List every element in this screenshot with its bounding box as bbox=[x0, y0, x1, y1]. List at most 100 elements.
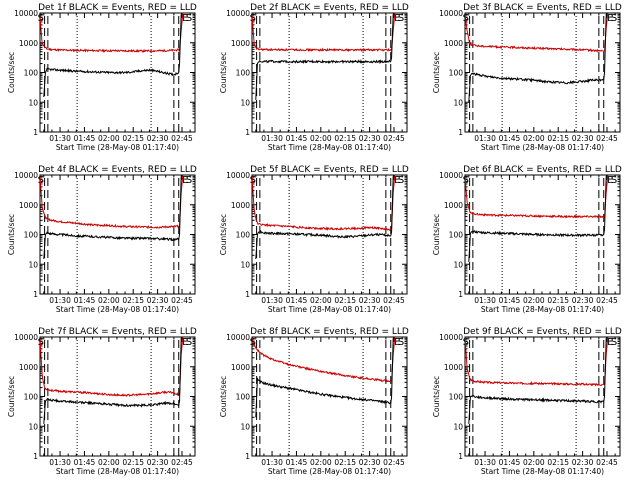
x-tick-label: 02:15 bbox=[334, 458, 356, 467]
chart-title: Det 7f BLACK = Events, RED = LLD bbox=[38, 327, 197, 337]
y-tick-label: 10 bbox=[240, 260, 250, 269]
chart-panel: 1 10 100 1000 10000 01:30 01:45 02:00 02:15 02:30… bbox=[219, 327, 409, 476]
y-tick-label: 10 bbox=[28, 260, 38, 269]
x-tick-label: 01:30 bbox=[474, 134, 496, 143]
y-axis-label: Counts/sec bbox=[219, 52, 228, 93]
x-tick-label: 02:45 bbox=[596, 134, 618, 143]
x-tick-label: 02:00 bbox=[98, 134, 120, 143]
series-line-events bbox=[468, 175, 608, 262]
y-tick-label: 1000 bbox=[231, 201, 250, 210]
series-line-lld bbox=[465, 337, 609, 387]
chart-title: Det 3f BLACK = Events, RED = LLD bbox=[463, 3, 622, 13]
annotation-flag: S bbox=[398, 13, 404, 24]
y-tick-label: 10 bbox=[28, 98, 38, 107]
series-line-events bbox=[255, 13, 395, 100]
y-tick-label: 1 bbox=[458, 290, 463, 299]
plot-frame bbox=[251, 12, 408, 133]
plot-frame bbox=[39, 336, 196, 457]
x-tick-label: 01:30 bbox=[49, 458, 71, 467]
annotation-flag: S bbox=[611, 13, 617, 24]
series-line-events bbox=[43, 337, 183, 424]
series-line-events bbox=[43, 175, 183, 260]
y-tick-label: 100 bbox=[24, 231, 39, 240]
y-tick-label: 1000 bbox=[444, 363, 463, 372]
x-tick-label: 02:00 bbox=[523, 134, 545, 143]
plot-frame bbox=[464, 12, 621, 133]
series-line-lld bbox=[252, 337, 396, 383]
x-tick-label: 01:45 bbox=[74, 134, 96, 143]
x-tick-label: 01:45 bbox=[499, 134, 521, 143]
annotation-flag: S bbox=[38, 175, 44, 186]
y-tick-label: 1 bbox=[458, 452, 463, 461]
chart-title: Det 2f BLACK = Events, RED = LLD bbox=[250, 3, 409, 13]
y-tick-label: 10000 bbox=[226, 333, 250, 342]
chart-title: Det 1f BLACK = Events, RED = LLD bbox=[38, 3, 197, 13]
series-line-events bbox=[255, 337, 395, 418]
x-tick-label: 01:45 bbox=[74, 296, 96, 305]
y-axis-label: Counts/sec bbox=[219, 376, 228, 417]
x-tick-label: 01:30 bbox=[261, 458, 283, 467]
x-tick-label: 02:00 bbox=[98, 458, 120, 467]
y-tick-label: 10000 bbox=[14, 333, 38, 342]
series-line-lld bbox=[40, 175, 184, 230]
y-tick-label: 10000 bbox=[439, 171, 463, 180]
x-axis-label: Start Time (28-May-08 01:17:40) bbox=[481, 305, 604, 314]
annotation-flag: E bbox=[394, 13, 400, 24]
x-tick-label: 02:30 bbox=[147, 458, 169, 467]
annotation-flag: S bbox=[186, 13, 192, 24]
annotation-flag: E bbox=[182, 13, 188, 24]
series-group bbox=[40, 337, 184, 424]
series-line-events bbox=[255, 175, 395, 260]
x-tick-label: 02:00 bbox=[523, 458, 545, 467]
y-tick-label: 1000 bbox=[231, 39, 250, 48]
annotation-flag: S bbox=[463, 175, 469, 186]
annotation-flag: S bbox=[250, 337, 256, 348]
x-tick-label: 02:00 bbox=[98, 296, 120, 305]
x-tick-label: 01:45 bbox=[499, 296, 521, 305]
x-tick-label: 02:30 bbox=[359, 134, 381, 143]
y-tick-label: 10 bbox=[453, 260, 463, 269]
x-tick-label: 02:45 bbox=[383, 458, 405, 467]
x-tick-label: 02:00 bbox=[523, 296, 545, 305]
annotation-flag: E bbox=[607, 175, 613, 186]
y-tick-label: 1000 bbox=[19, 201, 38, 210]
y-tick-label: 100 bbox=[449, 231, 464, 240]
series-group bbox=[465, 337, 609, 424]
y-tick-label: 1 bbox=[245, 290, 250, 299]
x-tick-label: 02:15 bbox=[547, 458, 569, 467]
x-tick-label: 02:15 bbox=[122, 134, 144, 143]
y-tick-label: 100 bbox=[449, 69, 464, 78]
series-group bbox=[252, 13, 396, 100]
x-axis-label: Start Time (28-May-08 01:17:40) bbox=[481, 143, 604, 152]
y-tick-label: 100 bbox=[236, 231, 251, 240]
annotation-flag: E bbox=[182, 337, 188, 348]
chart-panel: 1 10 100 1000 10000 01:30 01:45 02:00 02:15 02:30… bbox=[432, 165, 622, 314]
chart-title: Det 9f BLACK = Events, RED = LLD bbox=[463, 327, 622, 337]
y-tick-label: 100 bbox=[236, 393, 251, 402]
x-axis-label: Start Time (28-May-08 01:17:40) bbox=[56, 467, 179, 476]
y-axis-label: Counts/sec bbox=[432, 214, 441, 255]
plot-frame bbox=[464, 336, 621, 457]
y-tick-label: 1000 bbox=[444, 201, 463, 210]
x-tick-label: 02:15 bbox=[122, 296, 144, 305]
y-tick-label: 1000 bbox=[19, 363, 38, 372]
x-axis-label: Start Time (28-May-08 01:17:40) bbox=[481, 467, 604, 476]
x-axis-label: Start Time (28-May-08 01:17:40) bbox=[268, 305, 391, 314]
annotation-flag: S bbox=[38, 13, 44, 24]
series-group bbox=[252, 337, 396, 418]
y-tick-label: 1000 bbox=[19, 39, 38, 48]
x-tick-label: 02:15 bbox=[334, 296, 356, 305]
x-axis-label: Start Time (28-May-08 01:17:40) bbox=[268, 143, 391, 152]
x-tick-label: 02:30 bbox=[359, 296, 381, 305]
chart-title: Det 4f BLACK = Events, RED = LLD bbox=[38, 165, 197, 175]
series-line-lld bbox=[252, 175, 396, 232]
y-axis-label: Counts/sec bbox=[7, 52, 16, 93]
chart-panel: 1 10 100 1000 10000 01:30 01:45 02:00 02:15 02:30… bbox=[432, 327, 622, 476]
x-tick-label: 01:30 bbox=[49, 134, 71, 143]
y-tick-label: 100 bbox=[24, 69, 39, 78]
annotation-flag: E bbox=[182, 175, 188, 186]
x-tick-label: 02:15 bbox=[122, 458, 144, 467]
y-tick-label: 10000 bbox=[14, 9, 38, 18]
y-tick-label: 10000 bbox=[226, 9, 250, 18]
